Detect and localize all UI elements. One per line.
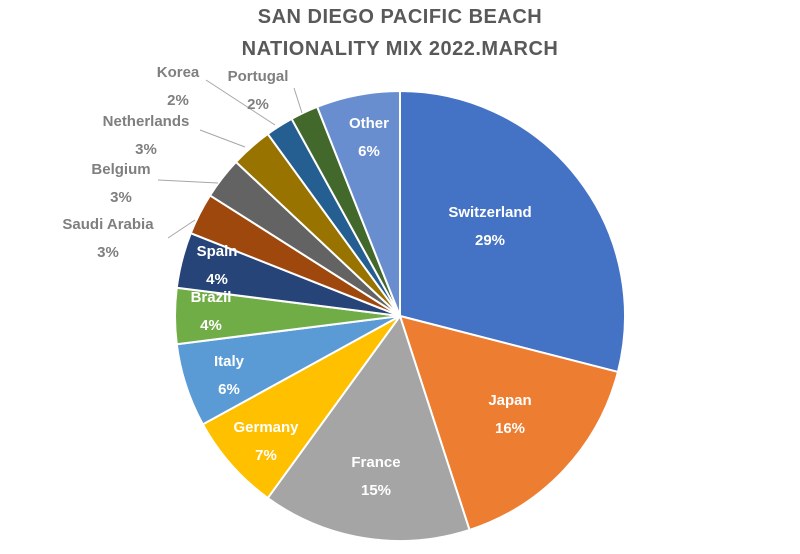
slice-label-other: Other [349,115,389,132]
pie-slice-france [266,313,471,542]
slice-value-belgium: 3% [110,189,132,206]
leader-line-belgium [157,179,219,184]
slice-value-saudi-arabia: 3% [97,244,119,261]
slice-value-japan: 16% [495,420,525,437]
slice-label-switzerland: Switzerland [448,204,531,221]
slice-label-france: France [351,454,400,471]
leader-line-korea [205,79,276,126]
slice-label-korea: Korea [157,64,200,81]
slice-label-belgium: Belgium [91,161,150,178]
chart-title-line-2: NATIONALITY MIX 2022.MARCH [241,38,559,60]
slice-value-italy: 6% [218,381,240,398]
pie-slice-other [315,89,401,317]
slice-label-germany: Germany [233,419,299,436]
slice-value-portugal: 2% [247,96,269,113]
slice-value-france: 15% [361,482,391,499]
slice-value-korea: 2% [167,92,189,109]
slice-label-spain: Spain [197,243,238,260]
slice-value-netherlands: 3% [135,141,157,158]
leader-line-saudi-arabia [167,219,196,239]
slice-label-netherlands: Netherlands [103,113,190,130]
chart-title-line-1: SAN DIEGO PACIFIC BEACH [257,6,543,28]
slice-value-other: 6% [358,143,380,160]
slice-value-brazil: 4% [200,317,222,334]
slice-label-saudi-arabia: Saudi Arabia [62,216,154,233]
slice-value-germany: 7% [255,447,277,464]
slice-label-italy: Italy [214,353,245,370]
leader-line-netherlands [199,129,246,148]
slice-value-spain: 4% [206,271,228,288]
pie-slice-switzerland [399,89,626,374]
slice-label-japan: Japan [488,392,531,409]
pie-slice-japan [398,314,620,532]
slice-label-brazil: Brazil [191,289,232,306]
slice-label-portugal: Portugal [228,68,289,85]
leader-line-portugal [293,87,303,114]
slice-value-switzerland: 29% [475,232,505,249]
